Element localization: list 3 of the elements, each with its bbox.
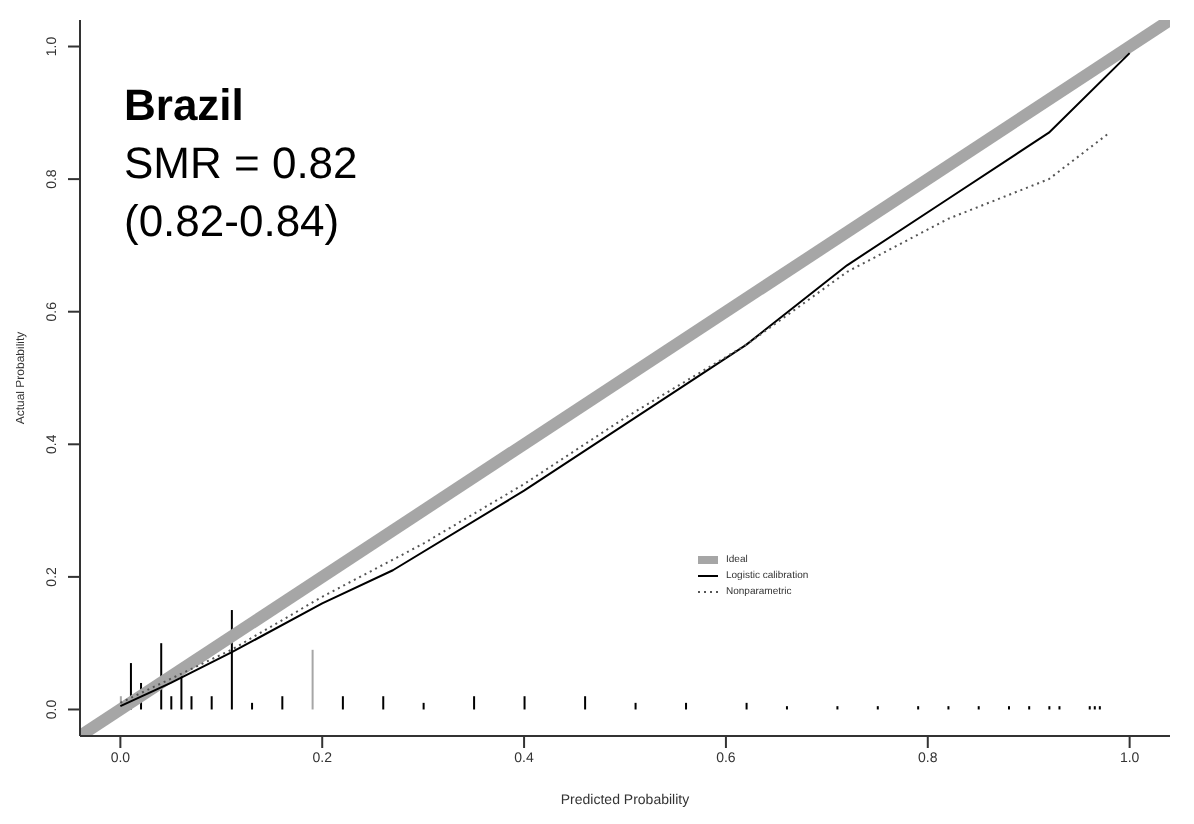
annotation: (0.82-0.84) xyxy=(124,194,342,250)
annotation: Brazil xyxy=(124,78,246,134)
annotation: SMR = 0.82 xyxy=(124,136,358,192)
